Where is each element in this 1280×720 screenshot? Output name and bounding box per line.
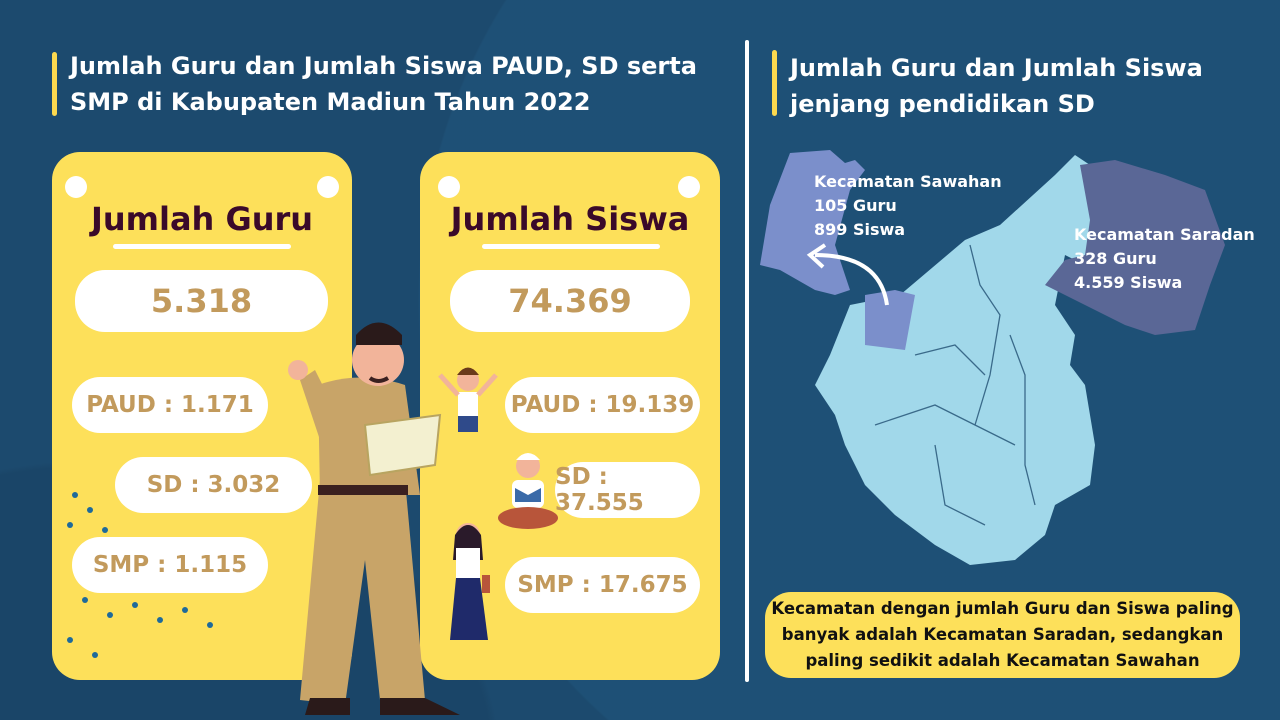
guru-card: Jumlah Guru 5.318 PAUD : 1.171 SD : 3.03… <box>52 152 352 680</box>
girl-illustration <box>450 523 490 640</box>
guru-sd: SD : 3.032 <box>115 457 312 513</box>
map-base <box>815 155 1135 565</box>
right-title: Jumlah Guru dan Jumlah Siswa jenjang pen… <box>790 54 1203 118</box>
left-title: Jumlah Guru dan Jumlah Siswa PAUD, SD se… <box>70 52 697 116</box>
title-accent-bar <box>772 50 777 116</box>
teacher-illustration <box>288 322 460 715</box>
siswa-card: Jumlah Siswa 74.369 PAUD : 19.139 SD : 3… <box>420 152 720 680</box>
reading-kid-illustration <box>498 453 558 529</box>
underline <box>482 244 660 249</box>
guru-smp: SMP : 1.115 <box>72 537 268 593</box>
guru-total: 5.318 <box>75 270 328 332</box>
arrow-head-icon <box>806 243 827 269</box>
summary-box: Kecamatan dengan jumlah Guru dan Siswa p… <box>765 592 1240 678</box>
sawahan-guru: 105 Guru <box>814 196 897 215</box>
summary-text: Kecamatan dengan jumlah Guru dan Siswa p… <box>771 599 1234 670</box>
madiun-map <box>760 150 1225 565</box>
guru-card-title: Jumlah Guru <box>90 200 314 238</box>
region-saradan <box>1045 160 1225 335</box>
kid-illustration <box>438 367 498 432</box>
saradan-siswa: 4.559 Siswa <box>1074 273 1183 292</box>
title-accent-bar <box>52 52 57 116</box>
sawahan-label: Kecamatan Sawahan 105 Guru 899 Siswa <box>814 170 1002 242</box>
card-hole <box>65 176 87 198</box>
arrow-icon <box>814 253 889 306</box>
saradan-guru: 328 Guru <box>1074 249 1157 268</box>
underline <box>113 244 291 249</box>
dots-decoration <box>67 492 213 658</box>
siswa-smp: SMP : 17.675 <box>505 557 700 613</box>
divider <box>745 40 749 682</box>
card-hole <box>438 176 460 198</box>
guru-paud: PAUD : 1.171 <box>72 377 268 433</box>
siswa-total: 74.369 <box>450 270 690 332</box>
card-hole <box>678 176 700 198</box>
sawahan-siswa: 899 Siswa <box>814 220 906 239</box>
card-hole <box>317 176 339 198</box>
siswa-paud: PAUD : 19.139 <box>505 377 700 433</box>
district-borders <box>874 244 1036 526</box>
saradan-label: Kecamatan Saradan 328 Guru 4.559 Siswa <box>1074 223 1255 295</box>
sawahan-name: Kecamatan Sawahan <box>814 172 1002 191</box>
saradan-name: Kecamatan Saradan <box>1074 225 1255 244</box>
region-sawahan <box>760 150 915 350</box>
siswa-sd: SD : 37.555 <box>555 462 700 518</box>
siswa-card-title: Jumlah Siswa <box>450 200 690 238</box>
